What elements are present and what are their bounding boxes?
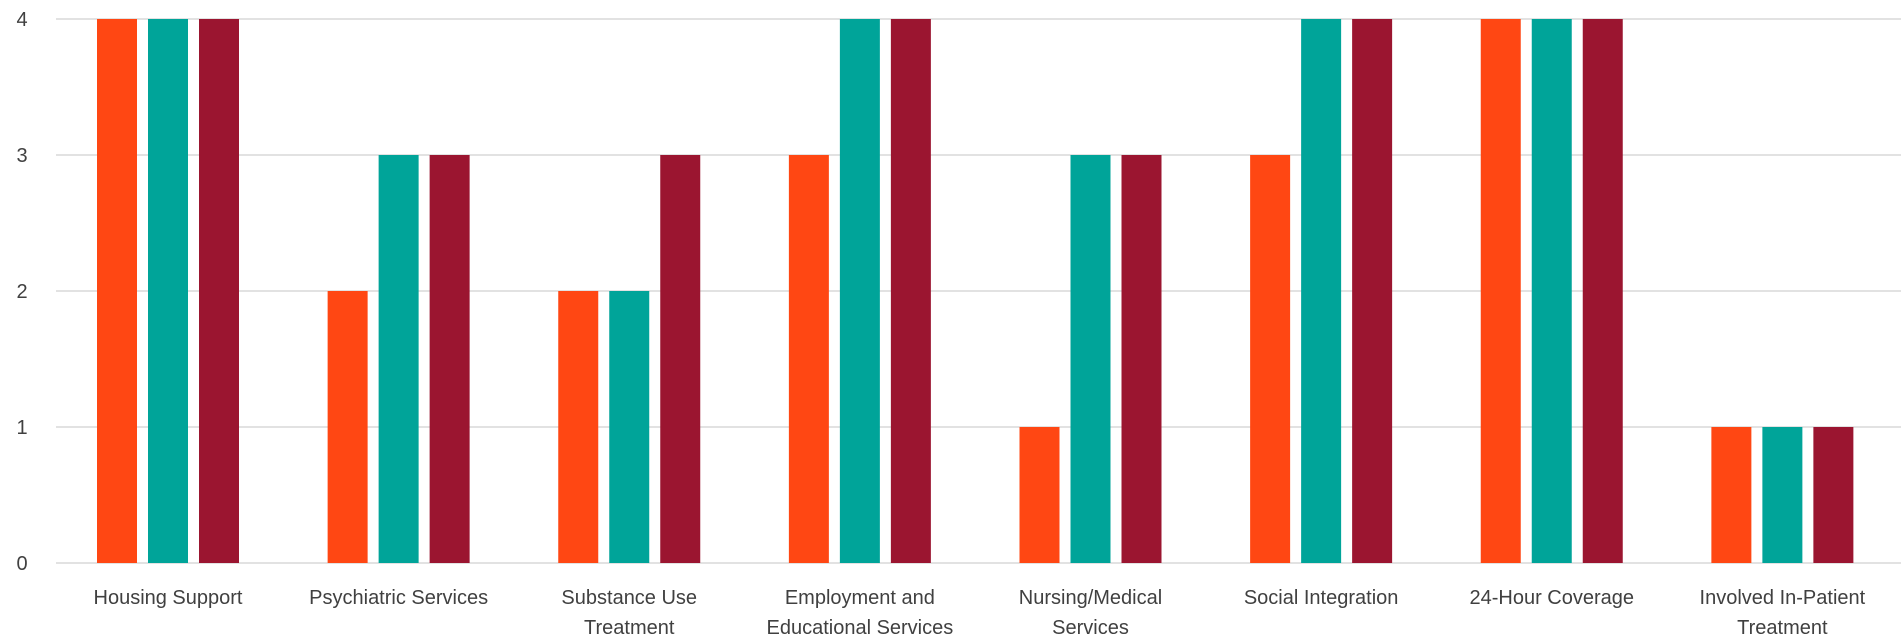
bar-series1-cat8	[1711, 427, 1752, 563]
bar-series3-cat5	[1121, 155, 1162, 563]
bar-series3-cat6	[1352, 19, 1393, 563]
bar-series1-cat6	[1250, 155, 1291, 563]
x-category-label-line: Treatment	[1737, 617, 1828, 639]
bar-series2-cat6	[1301, 19, 1342, 563]
bar-series2-cat3	[609, 291, 650, 563]
bar-series2-cat7	[1531, 19, 1572, 563]
x-category-label-line: Services	[1052, 617, 1129, 639]
bar-series2-cat4	[839, 19, 880, 563]
bar-series2-cat5	[1070, 155, 1111, 563]
bar-series3-cat1	[199, 19, 239, 563]
x-category-label: Employment and Educational Services	[766, 587, 953, 639]
y-tick-label: 3	[16, 145, 27, 167]
x-category-label: 24-Hour Coverage	[1469, 587, 1634, 609]
x-category-label: Substance Use Treatment	[561, 587, 697, 639]
x-category-label-line: Employment and	[785, 587, 935, 609]
x-category-label-line: Nursing/Medical	[1019, 587, 1162, 609]
bars	[97, 19, 1854, 563]
bar-series2-cat1	[148, 19, 188, 563]
x-category-label-line: Housing Support	[94, 587, 243, 609]
x-category-label-line: 24-Hour Coverage	[1469, 587, 1634, 609]
x-axis-category-labels: Housing Support Psychiatric Services Subst…	[94, 587, 1866, 639]
bar-series1-cat2	[327, 291, 368, 563]
x-category-label: Nursing/Medical Services	[1019, 587, 1162, 639]
y-tick-label: 4	[16, 9, 27, 31]
y-tick-label: 1	[16, 417, 27, 439]
y-axis-tick-labels: 0 1 2 3 4	[16, 9, 27, 575]
bar-series1-cat5	[1019, 427, 1060, 563]
x-category-label: Social Integration	[1244, 587, 1399, 609]
x-category-label: Psychiatric Services	[309, 587, 488, 609]
bar-series1-cat7	[1480, 19, 1521, 563]
bar-series2-cat8	[1762, 427, 1803, 563]
bar-series3-cat8	[1813, 427, 1854, 563]
x-category-label: Involved In-Patient Treatment	[1700, 587, 1866, 639]
x-category-label-line: Psychiatric Services	[309, 587, 488, 609]
bar-series1-cat3	[558, 291, 599, 563]
x-category-label-line: Educational Services	[766, 617, 953, 639]
x-category-label-line: Involved In-Patient	[1700, 587, 1866, 609]
bar-series3-cat2	[429, 155, 470, 563]
x-category-label-line: Social Integration	[1244, 587, 1399, 609]
bar-series3-cat3	[660, 155, 701, 563]
y-tick-label: 2	[16, 281, 27, 303]
bar-series1-cat4	[788, 155, 829, 563]
x-category-label: Housing Support	[94, 587, 243, 609]
x-category-label-line: Substance Use	[561, 587, 697, 609]
bar-series2-cat2	[378, 155, 419, 563]
x-category-label-line: Treatment	[584, 617, 675, 639]
y-tick-label: 0	[16, 553, 27, 575]
bar-series1-cat1	[97, 19, 137, 563]
bar-series3-cat7	[1582, 19, 1623, 563]
bar-series3-cat4	[890, 19, 931, 563]
